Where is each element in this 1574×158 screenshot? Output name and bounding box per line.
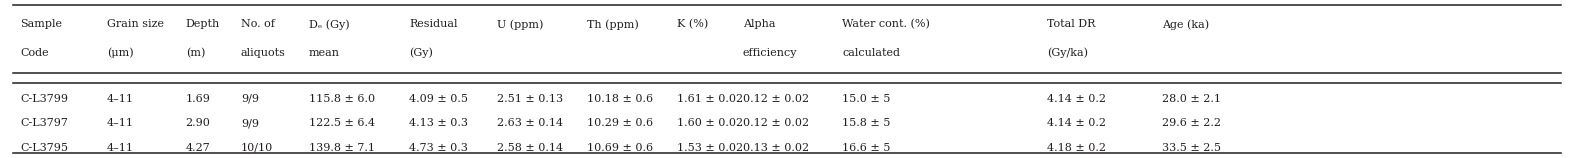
Text: 2.51 ± 0.13: 2.51 ± 0.13 [497,94,563,104]
Text: 122.5 ± 6.4: 122.5 ± 6.4 [309,118,375,128]
Text: (μm): (μm) [107,48,134,58]
Text: Sample: Sample [20,19,63,30]
Text: No. of: No. of [241,19,275,30]
Text: C-L3795: C-L3795 [20,143,68,153]
Text: 4–11: 4–11 [107,118,134,128]
Text: Water cont. (%): Water cont. (%) [842,19,930,30]
Text: 10.69 ± 0.6: 10.69 ± 0.6 [587,143,653,153]
Text: 15.0 ± 5: 15.0 ± 5 [842,94,891,104]
Text: 9/9: 9/9 [241,118,258,128]
Text: 0.12 ± 0.02: 0.12 ± 0.02 [743,94,809,104]
Text: 4.73 ± 0.3: 4.73 ± 0.3 [409,143,467,153]
Text: 1.60 ± 0.02: 1.60 ± 0.02 [677,118,743,128]
Text: 1.69: 1.69 [186,94,211,104]
Text: aliquots: aliquots [241,48,286,58]
Text: K (%): K (%) [677,19,708,30]
Text: (Gy): (Gy) [409,48,433,58]
Text: 4.18 ± 0.2: 4.18 ± 0.2 [1047,143,1105,153]
Text: 2.63 ± 0.14: 2.63 ± 0.14 [497,118,563,128]
Text: Age (ka): Age (ka) [1162,19,1209,30]
Text: (Gy/ka): (Gy/ka) [1047,48,1088,58]
Text: calculated: calculated [842,48,900,58]
Text: C-L3797: C-L3797 [20,118,68,128]
Text: 4–11: 4–11 [107,143,134,153]
Text: Depth: Depth [186,19,220,30]
Text: 10/10: 10/10 [241,143,272,153]
Text: efficiency: efficiency [743,48,798,58]
Text: Residual: Residual [409,19,458,30]
Text: 0.13 ± 0.02: 0.13 ± 0.02 [743,143,809,153]
Text: U (ppm): U (ppm) [497,19,543,30]
Text: 16.6 ± 5: 16.6 ± 5 [842,143,891,153]
Text: 29.6 ± 2.2: 29.6 ± 2.2 [1162,118,1220,128]
Text: 10.18 ± 0.6: 10.18 ± 0.6 [587,94,653,104]
Text: 1.61 ± 0.02: 1.61 ± 0.02 [677,94,743,104]
Text: 1.53 ± 0.02: 1.53 ± 0.02 [677,143,743,153]
Text: 15.8 ± 5: 15.8 ± 5 [842,118,891,128]
Text: Th (ppm): Th (ppm) [587,19,639,30]
Text: 0.12 ± 0.02: 0.12 ± 0.02 [743,118,809,128]
Text: 139.8 ± 7.1: 139.8 ± 7.1 [309,143,375,153]
Text: mean: mean [309,48,340,58]
Text: 2.90: 2.90 [186,118,211,128]
Text: 4.13 ± 0.3: 4.13 ± 0.3 [409,118,467,128]
Text: 28.0 ± 2.1: 28.0 ± 2.1 [1162,94,1220,104]
Text: 4.14 ± 0.2: 4.14 ± 0.2 [1047,118,1105,128]
Text: 9/9: 9/9 [241,94,258,104]
Text: Dₑ (Gy): Dₑ (Gy) [309,19,349,30]
Text: 4.14 ± 0.2: 4.14 ± 0.2 [1047,94,1105,104]
Text: 4.09 ± 0.5: 4.09 ± 0.5 [409,94,467,104]
Text: 10.29 ± 0.6: 10.29 ± 0.6 [587,118,653,128]
Text: Grain size: Grain size [107,19,164,30]
Text: 4–11: 4–11 [107,94,134,104]
Text: 2.58 ± 0.14: 2.58 ± 0.14 [497,143,563,153]
Text: Code: Code [20,48,49,58]
Text: (m): (m) [186,48,205,58]
Text: Total DR: Total DR [1047,19,1096,30]
Text: C-L3799: C-L3799 [20,94,68,104]
Text: 33.5 ± 2.5: 33.5 ± 2.5 [1162,143,1220,153]
Text: 115.8 ± 6.0: 115.8 ± 6.0 [309,94,375,104]
Text: 4.27: 4.27 [186,143,211,153]
Text: Alpha: Alpha [743,19,776,30]
